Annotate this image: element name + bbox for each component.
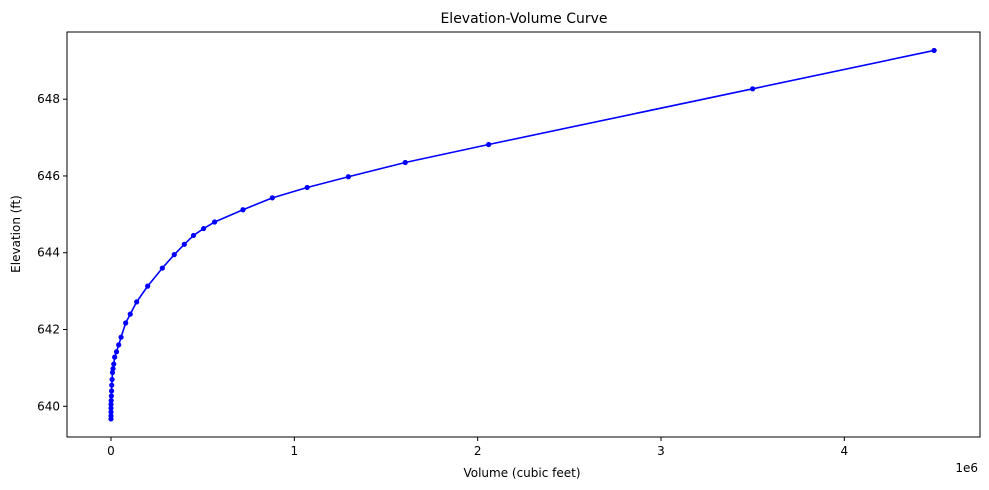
x-tick-label: 0 <box>107 444 115 458</box>
plot-frame <box>66 31 981 438</box>
data-point <box>123 320 129 326</box>
data-point <box>931 47 937 54</box>
series-line <box>110 49 935 419</box>
y-tick-label: 646 <box>37 169 60 183</box>
data-point <box>159 265 165 271</box>
y-tick-label: 640 <box>37 399 60 413</box>
x-axis-title: Volume (cubic feet) <box>463 466 580 480</box>
y-axis: 640 642 644 646 648 <box>37 92 67 413</box>
data-point <box>127 311 133 317</box>
data-point <box>108 413 114 419</box>
chart-title: Elevation-Volume Curve <box>440 11 607 27</box>
x-tick-label: 2 <box>474 444 482 458</box>
data-point <box>108 393 114 399</box>
y-tick-label: 644 <box>37 246 60 260</box>
data-point <box>190 232 197 239</box>
data-point <box>108 397 114 404</box>
data-point <box>750 86 756 92</box>
data-point <box>109 369 116 376</box>
plot-area <box>108 47 937 422</box>
x-axis: 0 1 2 3 4 <box>107 437 848 458</box>
data-point <box>304 184 310 191</box>
data-point <box>181 241 187 247</box>
data-point <box>402 159 408 166</box>
x-tick-label: 3 <box>657 444 665 458</box>
x-axis-offset-label: 1e6 <box>955 461 978 475</box>
x-tick-label: 4 <box>841 444 849 458</box>
data-point <box>109 376 115 383</box>
data-point <box>269 195 275 201</box>
y-tick-label: 642 <box>37 323 60 337</box>
data-point <box>108 409 114 415</box>
data-point <box>108 388 115 394</box>
data-point <box>116 342 122 348</box>
data-point <box>108 405 114 411</box>
y-tick-label: 648 <box>37 92 60 106</box>
data-point <box>118 334 124 340</box>
data-point <box>108 401 114 407</box>
data-point <box>211 219 218 225</box>
data-point <box>145 283 151 289</box>
y-axis-title: Elevation (ft) <box>9 195 23 273</box>
data-point <box>200 225 207 232</box>
data-point <box>486 141 492 148</box>
data-point <box>110 366 116 372</box>
data-point <box>112 354 118 360</box>
data-point <box>240 207 246 213</box>
data-point <box>345 174 352 180</box>
data-point <box>113 349 120 355</box>
data-point <box>134 299 140 305</box>
data-point <box>111 361 117 367</box>
data-point <box>171 252 177 258</box>
x-tick-label: 1 <box>291 444 299 458</box>
data-point <box>109 382 115 388</box>
